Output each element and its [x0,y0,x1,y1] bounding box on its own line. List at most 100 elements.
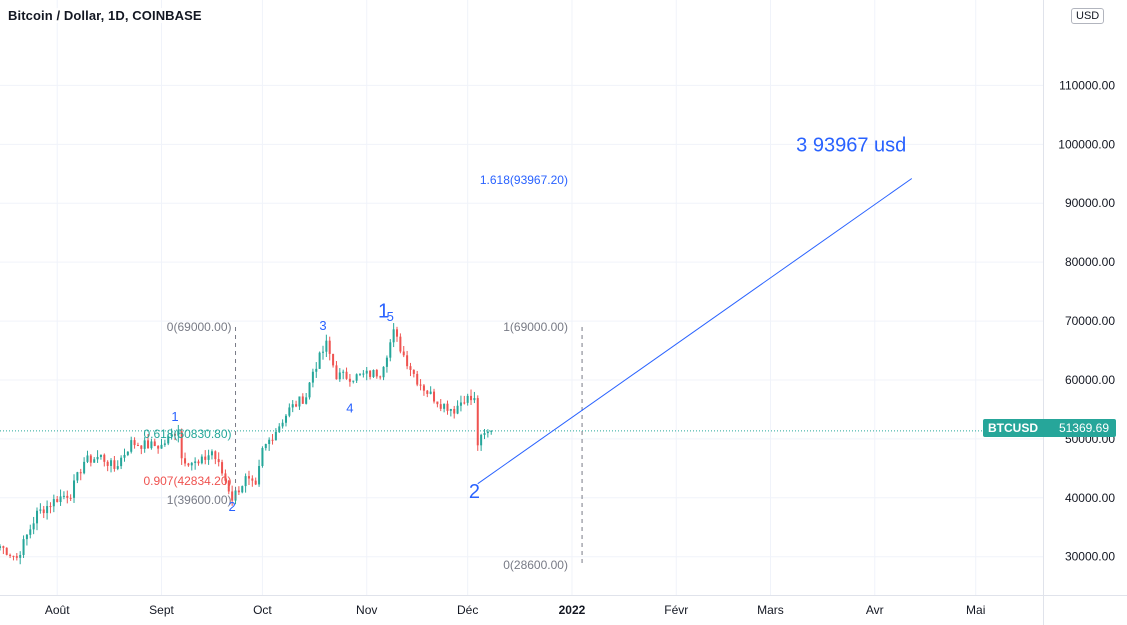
candle-body [29,529,32,535]
candle-body [184,458,187,464]
wave-label: 5 [387,309,394,324]
candle-body [459,402,462,406]
candle-body [120,457,123,467]
candle-body [93,459,96,463]
candle-body [2,546,5,548]
candle-body [254,480,257,485]
candle-body [194,461,197,463]
x-tick-label: Mars [757,603,784,617]
candle-body [466,395,469,403]
candle-body [392,329,395,343]
x-tick-label: Sept [149,603,174,617]
candle-body [42,509,45,514]
candle-body [103,454,106,462]
candle-body [25,534,28,540]
candle-body [153,441,156,446]
candle-body [369,370,372,377]
candle-body [409,366,412,370]
candle-body [446,403,449,411]
candle-body [99,454,102,457]
x-tick-label: 2022 [559,603,586,617]
candle-body [486,431,489,434]
fib-level-label: 0(28600.00) [503,558,568,572]
candle-body [399,336,402,352]
candle-body [96,456,99,460]
wave-label: 1 [171,409,178,424]
candle-body [130,440,133,452]
fib-level-label: 0.907(42834.20) [143,474,231,488]
candle-body [301,396,304,404]
fib-level-label: 0.618(50830.80) [143,427,231,441]
candle-body [173,433,176,436]
candle-body [150,441,153,449]
wave-label: 3 93967 usd [796,134,906,156]
candle-body [332,353,335,366]
currency-button[interactable]: USD [1071,8,1105,24]
candle-body [264,444,267,449]
candle-body [456,405,459,414]
candle-body [79,472,82,474]
candle-body [197,461,200,464]
candle-body [244,476,247,487]
candle-body [443,403,446,409]
candle-body [237,490,240,493]
candle-body [396,329,399,337]
candle-body [355,374,358,381]
candle-body [207,455,210,460]
candle-body [416,373,419,385]
candle-body [372,369,375,377]
candle-body [473,398,476,401]
candle-body [298,396,301,407]
y-tick-label: 40000.00 [1065,491,1115,505]
candle-body [200,456,203,464]
candle-body [284,415,287,423]
candle-body [62,495,65,497]
candle-body [311,371,314,383]
candle-body [268,439,271,445]
candle-body [258,465,261,485]
wave-label: 4 [346,400,353,415]
candle-body [247,476,250,479]
candle-body [49,506,52,508]
candle-body [52,499,55,507]
candle-body [402,351,405,356]
wave-label: 2 [469,481,480,503]
candle-body [385,357,388,367]
candle-body [32,523,35,530]
y-tick-label: 100000.00 [1058,137,1115,151]
candle-body [160,444,163,449]
candle-body [483,433,486,435]
candle-body [170,433,173,437]
candle-body [5,547,8,555]
candle-body [0,546,2,548]
candle-body [429,391,432,394]
y-tick-label: 70000.00 [1065,314,1115,328]
candle-body [470,395,473,401]
projection-trend-line [477,178,913,485]
candle-body [439,404,442,409]
candle-body [315,368,318,372]
candle-body [204,456,207,460]
candle-body [271,439,274,441]
candle-body [453,408,456,414]
candle-body [348,378,351,382]
x-tick-label: Mai [966,603,985,617]
candle-body [221,462,224,474]
x-tick-label: Avr [866,603,884,617]
candle-body [113,460,116,469]
candle-body [490,430,493,432]
candle-body [261,448,264,466]
candle-body [321,351,325,353]
candle-body [251,478,254,481]
fib-level-label: 1(39600.00) [167,493,232,507]
candle-body [278,426,281,432]
x-tick-label: Août [45,603,70,617]
candle-body [358,373,362,375]
candle-body [335,365,338,380]
candle-body [177,431,180,436]
candle-body [46,506,49,514]
candle-body [406,355,409,367]
candle-body [83,461,86,474]
